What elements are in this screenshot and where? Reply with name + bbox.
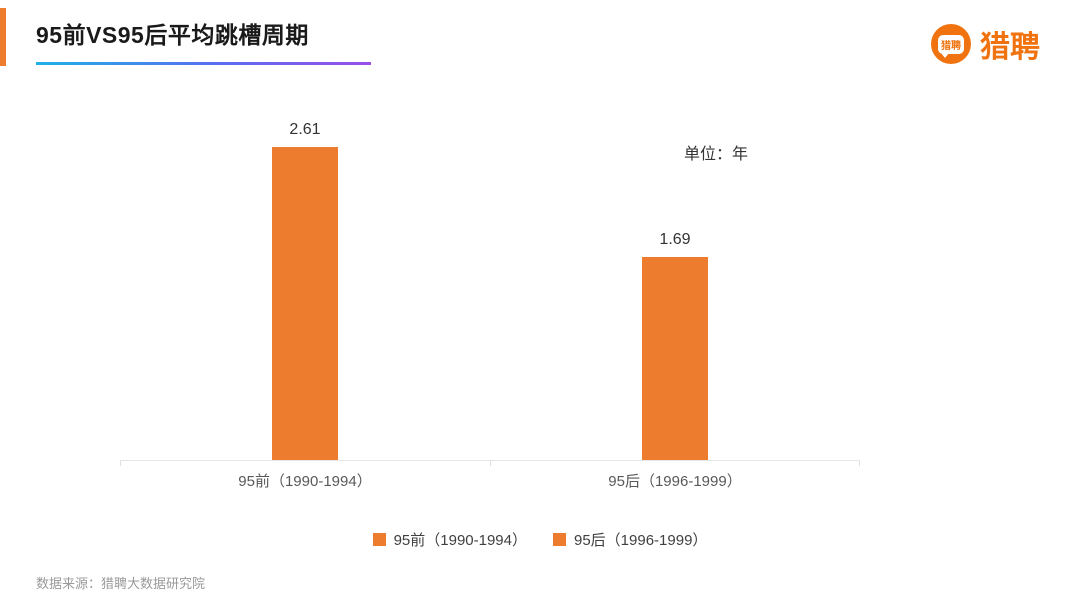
unit-label: 单位：年 <box>684 146 749 163</box>
bar <box>272 146 338 460</box>
bar-value-label: 2.61 <box>289 120 321 138</box>
legend-label: 95前（1990-1994） <box>393 532 527 549</box>
axis-tick <box>859 461 860 466</box>
legend-swatch <box>372 533 386 546</box>
x-axis-category-label: 95前（1990-1994） <box>238 473 372 490</box>
x-axis-line <box>120 460 860 466</box>
liepin-logo-text: 猎聘 <box>980 31 1040 64</box>
page-title: 95前VS95后平均跳槽周期 <box>36 22 309 48</box>
data-source: 数据来源：猎聘大数据研究院 <box>36 576 206 591</box>
legend-label: 95后（1996-1999） <box>574 532 708 549</box>
bar-value-label: 1.69 <box>659 231 691 249</box>
axis-tick <box>120 461 121 466</box>
header: 95前VS95后平均跳槽周期 猎聘 猎聘 <box>0 0 1080 67</box>
left-accent-bar <box>0 8 6 66</box>
plot-area: 2.61 1.69 <box>120 100 860 460</box>
liepin-logo-icon: 猎聘 <box>931 24 971 64</box>
x-axis-category-label: 95后（1996-1999） <box>608 473 742 490</box>
liepin-logo: 猎聘 猎聘 <box>931 22 1040 66</box>
title-underline <box>36 62 371 65</box>
bar-column: 1.69 <box>490 100 860 460</box>
legend-swatch <box>553 533 566 546</box>
chart-legend: 95前（1990-1994） 95后（1996-1999） <box>0 529 1080 550</box>
title-block: 95前VS95后平均跳槽周期 <box>36 20 371 65</box>
x-axis-labels: 95前（1990-1994） 95后（1996-1999） <box>120 461 860 491</box>
axis-tick <box>490 461 491 466</box>
bar <box>642 257 708 460</box>
logo-speech-bubble: 猎聘 <box>938 34 964 58</box>
legend-item: 95后（1996-1999） <box>553 529 707 550</box>
bar-column: 2.61 <box>120 100 490 460</box>
bar-chart: 单位：年 2.61 1.69 95前（1990-1994） 95后（1996-199… <box>0 67 1080 550</box>
legend-item: 95前（1990-1994） <box>372 529 527 550</box>
